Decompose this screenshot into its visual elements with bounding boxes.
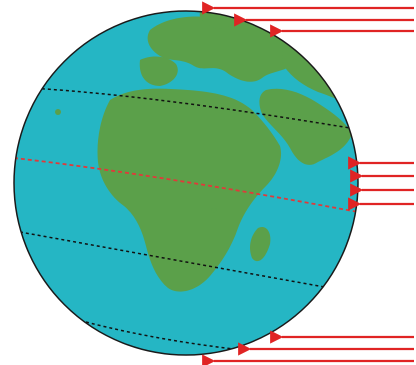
europe-landmass: [147, 16, 297, 82]
sun-rays: [202, 1, 414, 365]
tropic-of-cancer-line: [29, 87, 351, 129]
tropic-of-capricorn-line: [19, 231, 331, 289]
globe-outline: [13, 10, 359, 356]
island-sea: [211, 207, 217, 213]
africa-landmass: [97, 88, 282, 292]
iberia-landmass: [139, 56, 178, 86]
equator-line: [14, 157, 358, 213]
arabia-landmass: [259, 88, 352, 165]
south-america-edge: [14, 249, 28, 278]
island-west: [55, 109, 61, 115]
madagascar-landmass: [250, 226, 271, 262]
